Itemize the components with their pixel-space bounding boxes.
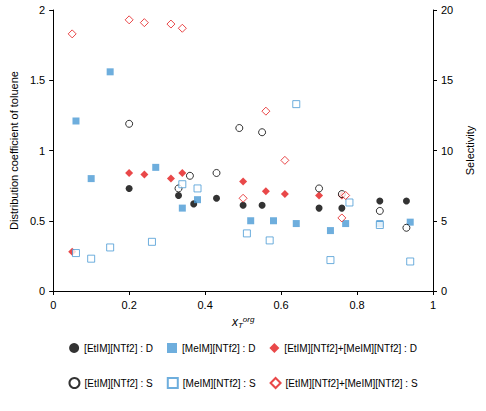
svg-text:2: 2 <box>39 4 45 16</box>
svg-text:10: 10 <box>441 145 453 157</box>
html-text:xT: xT <box>231 315 243 330</box>
svg-text:[EtIM][NTf2] : S: [EtIM][NTf2] : S <box>84 378 153 389</box>
svg-text:1.5: 1.5 <box>30 74 45 86</box>
svg-text:1: 1 <box>430 299 436 311</box>
svg-text:0.6: 0.6 <box>273 299 288 311</box>
svg-text:[MeIM][NTf2] : S: [MeIM][NTf2] : S <box>183 378 256 389</box>
svg-text:[EtIM][NTf2]+[MeIM][NTf2] : D: [EtIM][NTf2]+[MeIM][NTf2] : D <box>284 343 417 354</box>
svg-text:Distribution coefficient of to: Distribution coefficient of toluene <box>8 71 20 230</box>
svg-text:0.5: 0.5 <box>30 215 45 227</box>
svg-text:1: 1 <box>39 145 45 157</box>
svg-text:0: 0 <box>39 285 45 297</box>
svg-text:0: 0 <box>50 299 56 311</box>
svg-text:0.8: 0.8 <box>349 299 364 311</box>
svg-text:0: 0 <box>441 285 447 297</box>
svg-text:org: org <box>243 315 255 324</box>
svg-text:20: 20 <box>441 4 453 16</box>
svg-text:5: 5 <box>441 215 447 227</box>
svg-text:15: 15 <box>441 74 453 86</box>
svg-text:[EtIM][NTf2]+[MeIM][NTf2] : S: [EtIM][NTf2]+[MeIM][NTf2] : S <box>286 378 418 389</box>
svg-text:[EtIM][NTf2] : D: [EtIM][NTf2] : D <box>84 343 153 354</box>
svg-text:[MeIM][NTf2] : D: [MeIM][NTf2] : D <box>182 343 255 354</box>
svg-text:Selectivity: Selectivity <box>464 125 476 175</box>
svg-text:0.2: 0.2 <box>122 299 137 311</box>
svg-text:0.4: 0.4 <box>197 299 212 311</box>
